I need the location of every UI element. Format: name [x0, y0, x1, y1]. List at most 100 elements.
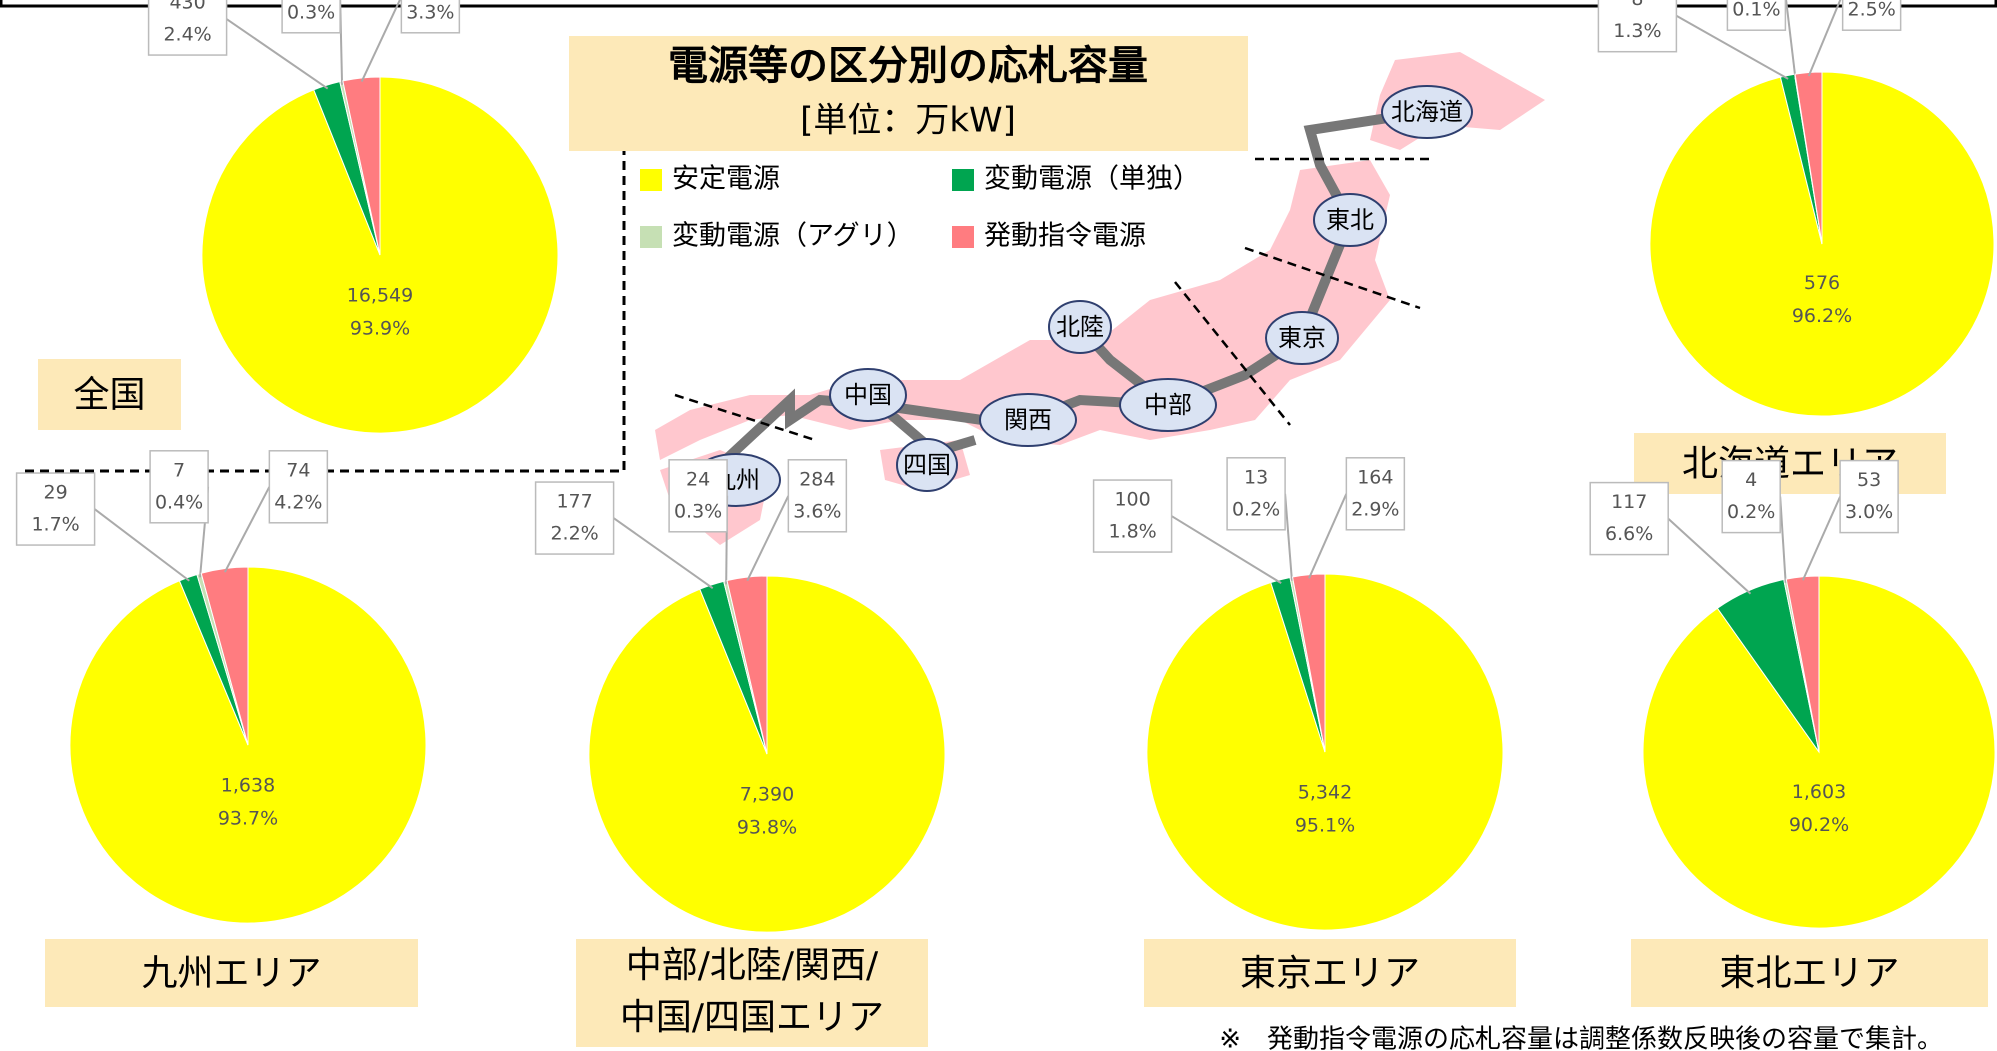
- percent-label: 0.4%: [155, 491, 203, 513]
- percent-label: 93.9%: [350, 317, 410, 339]
- region-node: [1381, 85, 1473, 139]
- callout-box: [400, 0, 461, 34]
- value-label: 8: [1631, 0, 1643, 10]
- percent-label: 2.4%: [163, 24, 211, 46]
- region-label: 関西: [1004, 406, 1052, 434]
- region-label: 東北: [1326, 206, 1374, 234]
- area-box: [45, 939, 418, 1007]
- value-label: 177: [556, 491, 592, 513]
- value-label: 284: [799, 468, 835, 490]
- pie-slice: [201, 76, 559, 434]
- percent-label: 3.3%: [406, 1, 454, 23]
- percent-label: 0.2%: [1232, 498, 1280, 520]
- callout-box: [1839, 459, 1899, 534]
- leader-line: [223, 486, 271, 573]
- region-node: [1119, 378, 1217, 432]
- value-label: 430: [169, 0, 205, 14]
- percent-label: 0.3%: [674, 500, 722, 522]
- legend-label: 発動指令電源: [984, 221, 1146, 252]
- value-label: 1,603: [1792, 781, 1846, 803]
- area-title: 東北エリア: [1719, 953, 1899, 994]
- value-label: 117: [1611, 491, 1647, 513]
- boundary: [1244, 246, 1421, 310]
- leader-line: [1807, 0, 1842, 77]
- region-label: 中国: [844, 381, 892, 409]
- region-label: 北陸: [1056, 313, 1104, 341]
- leader-line: [746, 495, 790, 582]
- percent-label: 96.2%: [1792, 305, 1852, 327]
- region-node: [1265, 311, 1339, 365]
- region-node: [1048, 300, 1112, 354]
- percent-label: 6.6%: [1605, 523, 1653, 545]
- frame: [0, 0, 1997, 8]
- pie-slice: [1785, 575, 1820, 753]
- percent-label: 0.1%: [1732, 0, 1780, 21]
- pie-slice: [1291, 573, 1326, 753]
- callout-box: [1597, 0, 1678, 53]
- callout-box: [1726, 0, 1787, 31]
- unit: [単位：万kW]: [800, 101, 1016, 141]
- legend-swatch: [640, 169, 662, 191]
- percent-label: 2.2%: [550, 523, 598, 545]
- value-label: 24: [686, 468, 710, 490]
- legend-label: 変動電源（アグリ）: [672, 221, 914, 252]
- region-node: [829, 368, 907, 422]
- callout-box: [668, 459, 728, 533]
- region-label: 東京: [1278, 324, 1326, 352]
- leader-line: [1785, 0, 1797, 78]
- percent-label: 2.9%: [1351, 498, 1399, 520]
- region-node: [1313, 193, 1387, 247]
- value-label: 29: [44, 482, 68, 504]
- area-title: 中部/北陸/関西/: [626, 945, 879, 986]
- value-label: 7,390: [740, 783, 794, 805]
- legend-swatch: [952, 226, 974, 248]
- leader-line: [1667, 517, 1752, 595]
- percent-label: 0.2%: [1727, 501, 1775, 523]
- leader-line: [1779, 496, 1787, 583]
- area-box: [38, 359, 181, 430]
- leader-line: [1171, 515, 1282, 585]
- pie-slice: [726, 575, 768, 755]
- leader-line: [1801, 496, 1842, 581]
- divider: [25, 140, 626, 473]
- callout-box: [1841, 0, 1902, 31]
- title-box: [569, 36, 1248, 151]
- leader-line: [360, 0, 401, 82]
- area-title: 中国/四国エリア: [620, 997, 884, 1038]
- region-node: [979, 393, 1077, 447]
- legend-label: 安定電源: [672, 164, 780, 195]
- region-node: [896, 438, 958, 492]
- percent-label: 1.8%: [1108, 521, 1156, 543]
- value-label: 4: [1745, 469, 1757, 491]
- leader-line: [226, 18, 329, 90]
- percent-label: 93.8%: [737, 816, 797, 838]
- value-label: 100: [1114, 489, 1150, 511]
- area-title: 東京エリア: [1240, 953, 1420, 994]
- area-box: [1144, 939, 1516, 1007]
- legend-swatch: [640, 226, 662, 248]
- value-label: 1,638: [221, 774, 275, 796]
- boundary: [674, 393, 816, 442]
- value-label: 576: [1804, 272, 1840, 294]
- leader-line: [1675, 14, 1789, 80]
- value-label: 16,549: [347, 284, 413, 306]
- percent-label: 4.2%: [274, 491, 322, 513]
- percent-label: 2.5%: [1847, 0, 1895, 21]
- percent-label: 95.1%: [1295, 814, 1355, 836]
- area-title: 九州エリア: [141, 953, 321, 994]
- percent-label: 3.6%: [793, 500, 841, 522]
- region-label: 四国: [903, 451, 951, 479]
- percent-label: 93.7%: [218, 807, 278, 829]
- title: 電源等の区分別の応札容量: [668, 43, 1148, 89]
- percent-label: 1.7%: [31, 514, 79, 536]
- callout-box: [149, 450, 209, 524]
- region-label: 中部: [1144, 391, 1192, 419]
- callout-box: [147, 0, 228, 56]
- area-title: 全国: [73, 375, 145, 416]
- callout-box: [15, 472, 96, 546]
- region-label: 北海道: [1391, 98, 1463, 126]
- value-label: 13: [1244, 466, 1268, 488]
- area-box: [576, 939, 928, 1047]
- callout-box: [787, 459, 848, 533]
